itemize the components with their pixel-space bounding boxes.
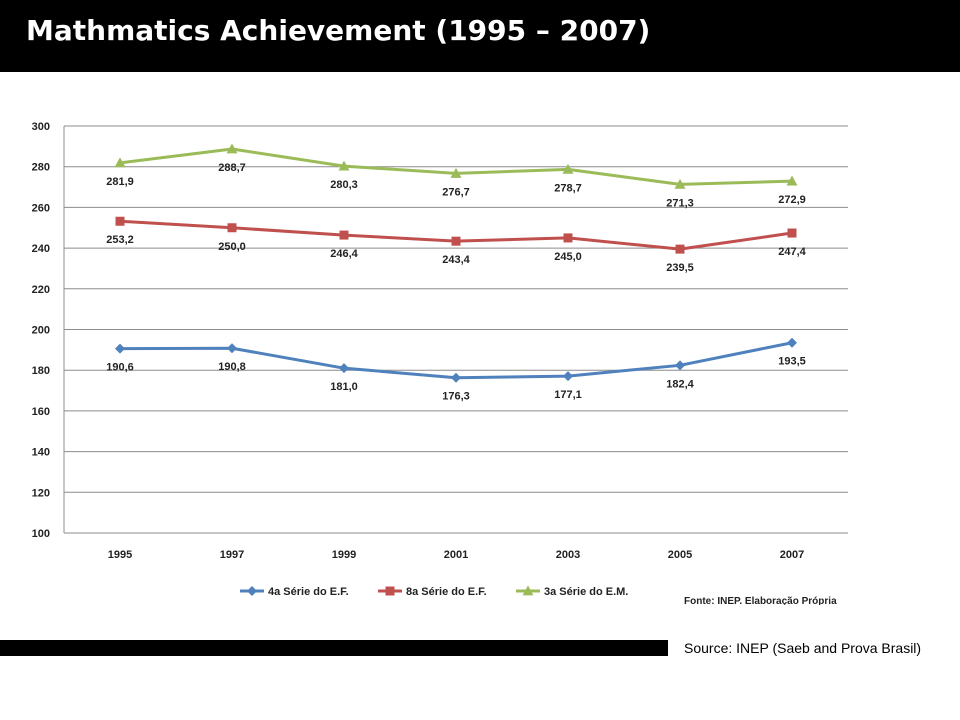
- x-tick-label: 1999: [332, 549, 356, 561]
- chart-credit: Fonte: INEP. Elaboração Própria: [684, 596, 837, 605]
- legend-label: 3a Série do E.M.: [544, 586, 628, 598]
- data-point-square: [787, 228, 797, 238]
- data-label: 278,7: [554, 182, 582, 194]
- data-point-triangle: [114, 157, 126, 168]
- y-axis-ticks: 100 120 140 160 180 200 220 240 260 280 300: [32, 121, 50, 540]
- data-point-diamond: [247, 586, 257, 596]
- page-title: Mathmatics Achievement (1995 – 2007): [26, 14, 651, 47]
- data-label: 181,0: [330, 381, 358, 393]
- data-label: 190,6: [106, 362, 134, 374]
- data-point-square: [115, 216, 125, 226]
- data-label: 245,0: [554, 251, 582, 263]
- data-labels: 190,6 190,8 181,0 176,3 177,1 182,4 193,5 253,2…: [106, 162, 806, 403]
- y-tick-label: 180: [32, 365, 50, 377]
- series-lines: [114, 143, 798, 383]
- legend-label: 4a Série do E.F.: [268, 586, 349, 598]
- grid-lines: [63, 125, 848, 534]
- data-point-triangle: [338, 160, 350, 171]
- data-point-square: [339, 230, 349, 240]
- source-note: Source: INEP (Saeb and Prova Brasil): [684, 640, 922, 656]
- data-point-square: [675, 244, 685, 254]
- y-tick-label: 200: [32, 325, 50, 337]
- data-point-triangle: [450, 167, 462, 178]
- data-label: 250,0: [218, 241, 246, 253]
- data-point-diamond: [115, 343, 125, 354]
- data-point-square: [385, 586, 395, 596]
- data-label: 280,3: [330, 179, 358, 191]
- data-point-triangle: [786, 175, 798, 186]
- data-label: 246,4: [330, 248, 358, 260]
- data-point-triangle: [674, 178, 686, 189]
- y-tick-label: 280: [32, 162, 50, 174]
- x-tick-label: 1995: [108, 549, 132, 561]
- data-label: 288,7: [218, 162, 246, 174]
- data-label: 276,7: [442, 186, 470, 198]
- data-label: 177,1: [554, 389, 582, 401]
- data-label: 271,3: [666, 197, 694, 209]
- y-tick-label: 140: [32, 447, 50, 459]
- x-tick-label: 2001: [444, 549, 468, 561]
- data-point-diamond: [339, 363, 349, 374]
- x-tick-label: 2007: [780, 549, 804, 561]
- data-label: 239,5: [666, 262, 694, 274]
- data-point-triangle: [562, 163, 574, 174]
- data-point-square: [227, 223, 237, 233]
- data-point-diamond: [451, 372, 461, 383]
- y-tick-label: 100: [32, 528, 50, 540]
- data-label: 182,4: [666, 378, 694, 390]
- data-label: 281,9: [106, 176, 134, 188]
- footer-bar: [0, 640, 668, 656]
- x-tick-label: 2005: [668, 549, 692, 561]
- data-point-diamond: [675, 360, 685, 371]
- legend: 4a Série do E.F. 8a Série do E.F. 3a Série…: [240, 585, 628, 598]
- data-label: 243,4: [442, 254, 470, 266]
- data-point-triangle: [522, 585, 534, 596]
- data-point-square: [563, 233, 573, 243]
- title-bar: Mathmatics Achievement (1995 – 2007): [0, 0, 960, 72]
- data-point-diamond: [227, 343, 237, 354]
- x-axis-ticks: 1995 1997 1999 2001 2003 2005 2007: [108, 549, 804, 561]
- y-tick-label: 240: [32, 243, 50, 255]
- y-tick-label: 260: [32, 202, 50, 214]
- data-point-diamond: [563, 371, 573, 382]
- data-label: 176,3: [442, 391, 470, 403]
- x-tick-label: 1997: [220, 549, 244, 561]
- data-label: 193,5: [778, 356, 806, 368]
- data-label: 190,8: [218, 361, 246, 373]
- y-tick-label: 160: [32, 406, 50, 418]
- legend-label: 8a Série do E.F.: [406, 586, 487, 598]
- data-label: 272,9: [778, 194, 806, 206]
- x-tick-label: 2003: [556, 549, 580, 561]
- data-point-diamond: [787, 337, 797, 348]
- y-tick-label: 220: [32, 284, 50, 296]
- data-point-square: [451, 236, 461, 246]
- y-tick-label: 300: [32, 121, 50, 133]
- y-tick-label: 120: [32, 487, 50, 499]
- data-label: 253,2: [106, 234, 134, 246]
- data-label: 247,4: [778, 246, 806, 258]
- data-point-triangle: [226, 143, 238, 154]
